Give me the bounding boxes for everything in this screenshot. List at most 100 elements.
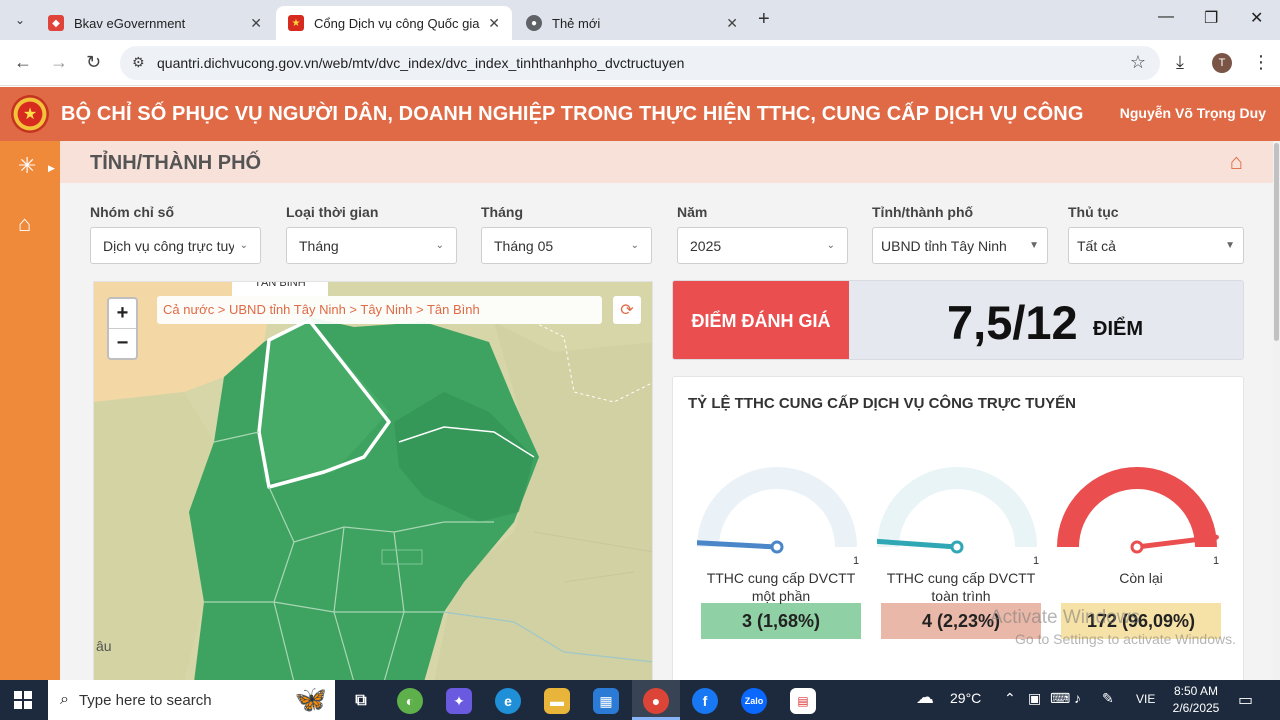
back-icon[interactable]: ←: [14, 52, 32, 72]
menu-compass-icon[interactable]: ✳: [18, 153, 37, 178]
site-info-icon[interactable]: ⚙: [132, 54, 145, 70]
clock-date: 2/6/2025: [1172, 701, 1220, 715]
home-icon[interactable]: ⌂: [1229, 149, 1243, 174]
url-input[interactable]: ⚙ quantri.dichvucong.gov.vn/web/mtv/dvc_…: [120, 46, 1160, 80]
new-tab-icon[interactable]: +: [758, 8, 770, 30]
app-green-icon[interactable]: ◐: [397, 688, 423, 714]
chrome-icon: ●: [526, 15, 542, 31]
filter-loai-thoi-gian: Loại thời gian Tháng ⌄: [286, 204, 457, 264]
tab-new[interactable]: ● Thẻ mới ✕: [514, 6, 750, 40]
select-loai-thoi-gian[interactable]: Tháng ⌄: [286, 227, 457, 264]
district-map[interactable]: TÂN BÌNH + − Cả nước > UBND tỉnh Tây Nin…: [93, 281, 653, 680]
download-icon[interactable]: ⤓: [1176, 52, 1184, 72]
filter-label: Năm: [677, 204, 708, 220]
pdf-icon[interactable]: ▤: [790, 688, 816, 714]
input-language[interactable]: VIE: [1136, 692, 1156, 706]
close-icon[interactable]: ✕: [250, 14, 262, 31]
weather-cloud-icon[interactable]: ☁: [916, 687, 934, 707]
select-thu-tuc[interactable]: Tất cả ▼: [1068, 227, 1244, 264]
gauge-label: TTHC cung cấp DVCTT một phần: [706, 570, 856, 604]
scrollbar-thumb[interactable]: [1274, 143, 1279, 341]
gauge-chart: [877, 467, 1037, 554]
select-value: Tháng: [299, 237, 339, 254]
filter-label: Tháng: [481, 204, 523, 220]
tab-search-dropdown-icon[interactable]: ⌄: [14, 13, 26, 27]
clock-time: 8:50 AM: [1173, 684, 1219, 698]
weather-temp[interactable]: 29°C: [950, 690, 982, 706]
volume-icon[interactable]: ♪: [1074, 690, 1081, 706]
score-label: ĐIỂM ĐÁNH GIÁ: [673, 281, 849, 359]
chevron-right-icon: ▶: [48, 163, 55, 173]
taskbar-search-input[interactable]: ⌕ Type here to search 🦋: [48, 680, 335, 720]
minimize-icon[interactable]: —: [1158, 8, 1174, 25]
zoom-in-button[interactable]: +: [116, 302, 129, 324]
tab-bkav[interactable]: ◆ Bkav eGovernment ✕: [36, 6, 274, 40]
windows-start-icon[interactable]: [14, 691, 32, 709]
ratio-title: TỶ LỆ TTHC CUNG CẤP DỊCH VỤ CÔNG TRỰC TU…: [688, 395, 1077, 412]
store-icon[interactable]: ▦: [593, 688, 619, 714]
gauge-hub: [1130, 540, 1144, 554]
select-nam[interactable]: 2025 ⌄: [677, 227, 848, 264]
zoom-out-button[interactable]: −: [109, 328, 136, 357]
gauge-chart: [1057, 467, 1219, 554]
tray-device-icon[interactable]: ▣: [1028, 690, 1042, 706]
gauge-track: [1057, 467, 1217, 547]
search-icon: ⌕: [60, 691, 69, 708]
score-unit: ĐIỂM: [1093, 318, 1143, 340]
browser-menu-icon[interactable]: ⋮: [1252, 52, 1270, 72]
page-title: TỈNH/THÀNH PHỐ: [90, 152, 262, 174]
zalo-icon[interactable]: Zalo: [741, 688, 767, 714]
score-card: ĐIỂM ĐÁNH GIÁ 7,5/12 ĐIỂM: [672, 280, 1244, 360]
tray-chevron-icon[interactable]: ⌃: [1004, 690, 1016, 706]
map-side-label: âu: [96, 638, 112, 654]
gauge-value: 172 (96,09%): [1061, 603, 1221, 639]
refresh-icon[interactable]: ⟳: [613, 296, 641, 324]
reload-icon[interactable]: ↻: [86, 52, 102, 72]
caret-down-icon: ▼: [1029, 240, 1039, 251]
notification-icon[interactable]: ▭: [1238, 692, 1254, 709]
filter-thu-tuc: Thủ tục Tất cả ▼: [1068, 204, 1244, 264]
gauge-value: 4 (2,23%): [881, 603, 1041, 639]
gauge-chart: [697, 467, 857, 554]
filter-nam: Năm 2025 ⌄: [677, 204, 848, 264]
profile-avatar[interactable]: T: [1212, 53, 1232, 73]
select-tinh-thanh-pho[interactable]: UBND tỉnh Tây Ninh ▼: [872, 227, 1048, 264]
search-highlight-icon: 🦋: [294, 684, 327, 714]
task-view-icon[interactable]: ⧉: [355, 692, 367, 709]
bookmark-star-icon[interactable]: ☆: [1129, 52, 1146, 72]
zoom-control: + −: [107, 297, 138, 360]
tab-label: Thẻ mới: [552, 15, 601, 31]
edge-icon[interactable]: e: [495, 688, 521, 714]
home-icon[interactable]: ⌂: [18, 211, 32, 236]
url-text: quantri.dichvucong.gov.vn/web/mtv/dvc_in…: [157, 55, 685, 71]
forward-icon[interactable]: →: [50, 52, 68, 72]
copilot-icon[interactable]: ✦: [446, 688, 472, 714]
page-scrollbar[interactable]: [1273, 141, 1280, 680]
file-explorer-icon[interactable]: ▬: [544, 688, 570, 714]
chrome-icon[interactable]: ●: [643, 688, 669, 714]
facebook-icon[interactable]: f: [692, 688, 718, 714]
caret-down-icon: ▼: [1225, 240, 1235, 251]
pen-icon[interactable]: ✎: [1102, 690, 1114, 706]
taskbar-clock[interactable]: 8:50 AM 2/6/2025: [1166, 683, 1226, 717]
select-value: Tháng 05: [494, 237, 554, 254]
gauge-max-label: 1: [1213, 555, 1220, 567]
emblem-icon: ★: [288, 15, 304, 31]
select-nhom-chi-so[interactable]: Dịch vụ công trực tuyế ⌄: [90, 227, 261, 264]
window-close-icon[interactable]: ✕: [1250, 10, 1264, 27]
gauge-toan-trinh: 1 TTHC cung cấp DVCTT toàn trình 4 (2,23…: [877, 435, 1045, 639]
gauge-max-label: 1: [1033, 555, 1040, 567]
network-icon[interactable]: ⌨: [1050, 690, 1071, 706]
gauge-track: [697, 467, 857, 547]
filter-label: Loại thời gian: [286, 204, 379, 220]
close-icon[interactable]: ✕: [726, 14, 738, 31]
map-breadcrumb[interactable]: Cả nước > UBND tỉnh Tây Ninh > Tây Ninh …: [157, 296, 602, 324]
user-name[interactable]: Nguyễn Võ Trọng Duy: [1119, 105, 1266, 121]
gauge-needle: [697, 540, 780, 550]
restore-icon[interactable]: ❐: [1204, 10, 1219, 27]
close-icon[interactable]: ✕: [488, 14, 500, 31]
select-thang[interactable]: Tháng 05 ⌄: [481, 227, 652, 264]
gauge-mot-phan: 1 TTHC cung cấp DVCTT một phần 3 (1,68%): [697, 435, 865, 639]
tab-dichvucong[interactable]: ★ Cổng Dịch vụ công Quốc gia ✕: [276, 6, 512, 40]
gauge-track: [877, 467, 1037, 547]
